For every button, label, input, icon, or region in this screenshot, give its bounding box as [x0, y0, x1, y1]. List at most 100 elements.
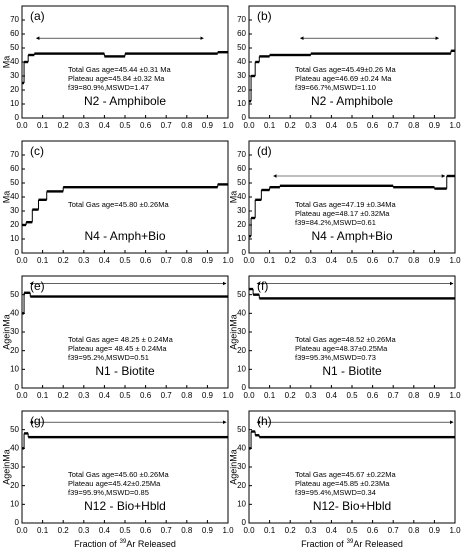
x-tick-label: 0.5 — [119, 526, 131, 535]
y-tick-label: 10 — [10, 234, 19, 243]
x-tick-label: 0.3 — [305, 121, 317, 130]
sample-name: N12- Bio+Hbld — [313, 499, 391, 513]
y-tick-label: 40 — [10, 443, 19, 452]
age-step — [22, 81, 25, 85]
x-tick-label: 0.9 — [202, 121, 214, 130]
x-tick-label: 0.4 — [326, 121, 338, 130]
y-tick-label: 70 — [237, 15, 246, 24]
y-tick-label: 50 — [237, 43, 246, 52]
y-tick-label: 50 — [237, 425, 246, 434]
y-tick-label: 40 — [237, 308, 246, 317]
annotation: Plateau age=45.42±0.25Ma — [68, 479, 161, 488]
x-tick-label: 0.7 — [388, 391, 400, 400]
x-tick-label: 0.5 — [346, 526, 358, 535]
y-axis-label: AgeinMa — [1, 314, 11, 350]
y-tick-label: 10 — [10, 99, 19, 108]
x-tick-label: 0.6 — [367, 121, 379, 130]
age-step — [26, 221, 33, 224]
annotation: Total Gas age=45.49±0.26 Ma — [295, 65, 396, 74]
y-tick-label: 60 — [237, 164, 246, 173]
x-tick-label: 0.3 — [78, 391, 90, 400]
y-tick-label: 30 — [237, 327, 246, 336]
y-tick-label: 50 — [10, 425, 19, 434]
x-tick-label: 0.8 — [181, 391, 193, 400]
y-tick-label: 70 — [10, 15, 19, 24]
x-tick-label: 0.8 — [408, 526, 420, 535]
y-tick-label: 50 — [10, 43, 19, 52]
x-tick-label: 0.0 — [243, 121, 255, 130]
age-step — [269, 53, 311, 57]
y-tick-label: 0 — [242, 383, 247, 392]
y-tick-label: 10 — [237, 99, 246, 108]
annotation: f39=84.2%,MSWD=0.61 — [295, 218, 376, 227]
age-step — [259, 435, 455, 439]
panel-label: (c) — [30, 144, 44, 158]
y-tick-label: 70 — [237, 150, 246, 159]
age-step — [22, 312, 25, 315]
age-step — [255, 198, 262, 201]
x-axis-label-suffix: Ar Released — [353, 539, 403, 549]
sample-name: N2 - Amphibole — [84, 94, 166, 108]
x-tick-label: 0.7 — [161, 391, 173, 400]
sample-name: N1 - Biotite — [95, 364, 155, 378]
x-tick-label: 0.1 — [37, 256, 49, 265]
annotation: Total Gas age=45.80 ±0.26Ma — [68, 200, 169, 209]
age-step — [104, 55, 125, 58]
age-step — [46, 190, 64, 193]
x-tick-label: 0.4 — [99, 391, 111, 400]
x-tick-label: 1.0 — [449, 121, 461, 130]
annotation: f39=80.9%,MSWD=1.47 — [68, 83, 149, 92]
y-tick-label: 40 — [10, 57, 19, 66]
y-tick-label: 60 — [10, 164, 19, 173]
x-tick-label: 1.0 — [449, 256, 461, 265]
age-step — [393, 186, 435, 189]
y-axis-label: AgeinMa — [228, 449, 238, 485]
x-tick-label: 0.6 — [367, 391, 379, 400]
y-tick-label: 20 — [10, 481, 19, 490]
age-step — [446, 174, 455, 178]
x-tick-label: 0.2 — [285, 391, 297, 400]
y-tick-label: 0 — [242, 248, 247, 257]
sample-name: N4 - Amph+Bio — [84, 229, 165, 243]
y-tick-label: 0 — [15, 248, 20, 257]
age-step — [28, 53, 35, 57]
age-step — [30, 295, 228, 298]
y-tick-label: 40 — [237, 57, 246, 66]
y-tick-label: 40 — [10, 308, 19, 317]
x-tick-label: 0.4 — [99, 121, 111, 130]
y-tick-label: 20 — [237, 346, 246, 355]
annotation: Total Gas age=45.67 ±0.22Ma — [295, 470, 396, 479]
x-tick-label: 1.0 — [222, 121, 234, 130]
panel-label: (e) — [30, 279, 45, 293]
panel-label: (a) — [30, 9, 45, 23]
age-step — [450, 49, 455, 52]
age-step — [24, 60, 29, 64]
y-tick-label: 50 — [237, 290, 246, 299]
age-step — [279, 184, 394, 187]
x-tick-label: 0.8 — [408, 391, 420, 400]
x-tick-label: 0.1 — [264, 256, 276, 265]
annotation: Total Gas age=47.19 ±0.34Ma — [295, 200, 396, 209]
age-step — [249, 100, 252, 103]
age-step — [255, 434, 260, 437]
annotation: Plateau age=48.17 ±0.32Ma — [295, 209, 390, 218]
y-tick-label: 70 — [10, 150, 19, 159]
x-tick-label: 0.0 — [243, 526, 255, 535]
x-axis-label-suffix: Ar Released — [126, 539, 176, 549]
y-tick-label: 50 — [10, 178, 19, 187]
y-axis-label: AgeinMa — [228, 314, 238, 350]
x-tick-label: 0.2 — [285, 121, 297, 130]
y-tick-label: 40 — [237, 192, 246, 201]
age-step — [251, 216, 256, 220]
annotation: Plateau age=46.69 ±0.24 Ma — [295, 74, 392, 83]
x-tick-label: 0.2 — [285, 256, 297, 265]
x-tick-label: 0.4 — [99, 526, 111, 535]
x-tick-label: 1.0 — [449, 526, 461, 535]
y-tick-label: 30 — [237, 71, 246, 80]
annotation: Total Gas age=48.52 ±0.26Ma — [295, 335, 396, 344]
x-tick-label: 0.1 — [37, 391, 49, 400]
x-tick-label: 0.9 — [202, 526, 214, 535]
y-tick-label: 40 — [10, 192, 19, 201]
panel-label: (d) — [257, 144, 272, 158]
x-tick-label: 0.8 — [181, 256, 193, 265]
